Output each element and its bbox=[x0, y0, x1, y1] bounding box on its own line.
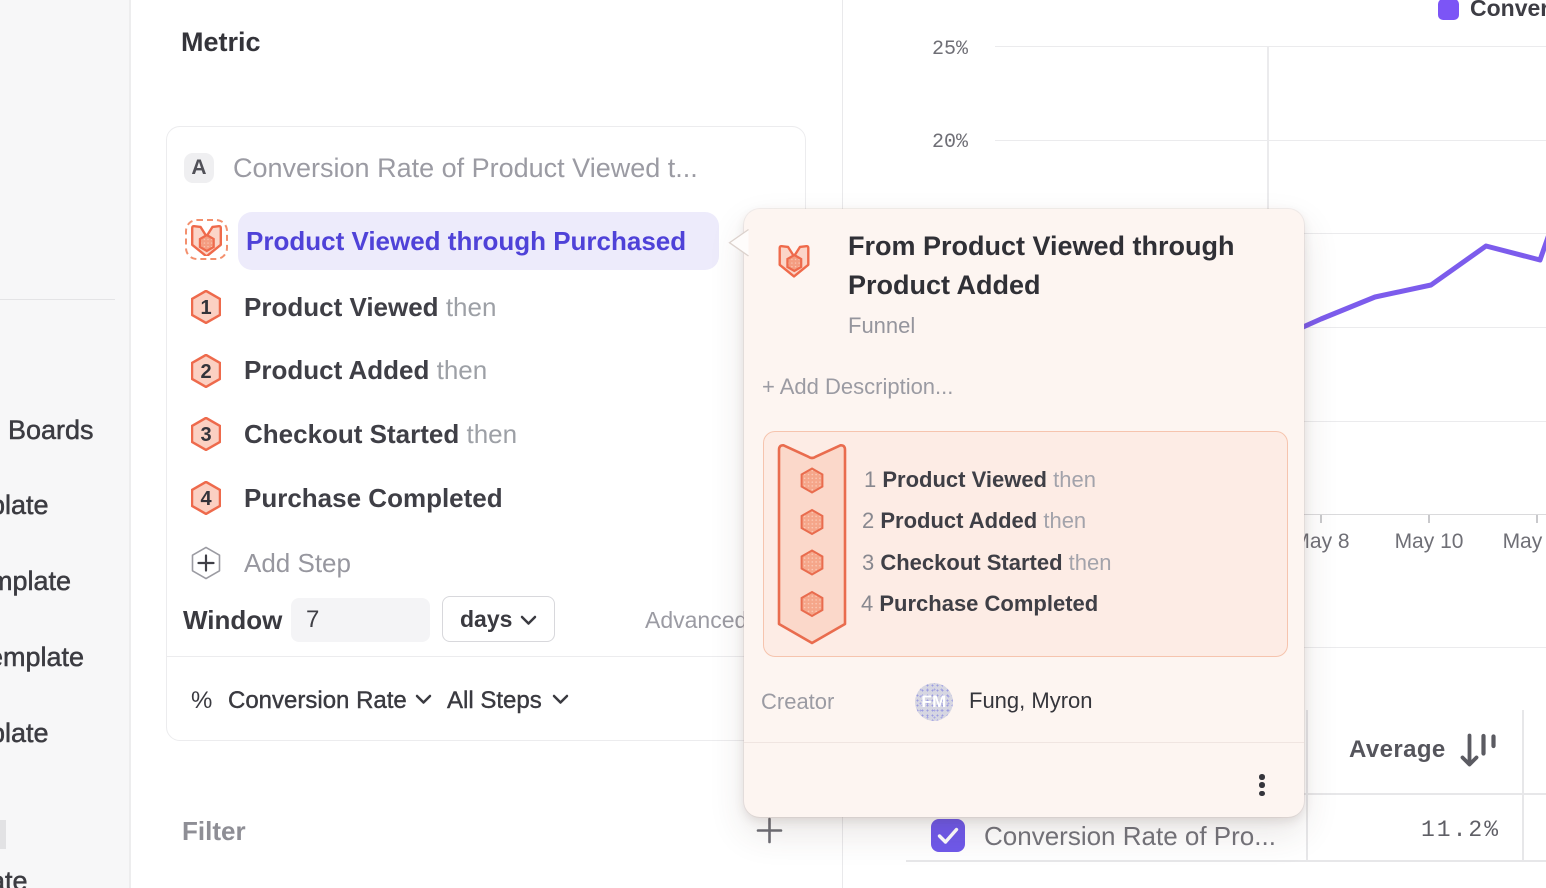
svg-text:2: 2 bbox=[200, 361, 211, 383]
svg-text:1: 1 bbox=[200, 297, 211, 319]
svg-text:3: 3 bbox=[200, 424, 211, 446]
svg-text:4: 4 bbox=[200, 488, 212, 510]
